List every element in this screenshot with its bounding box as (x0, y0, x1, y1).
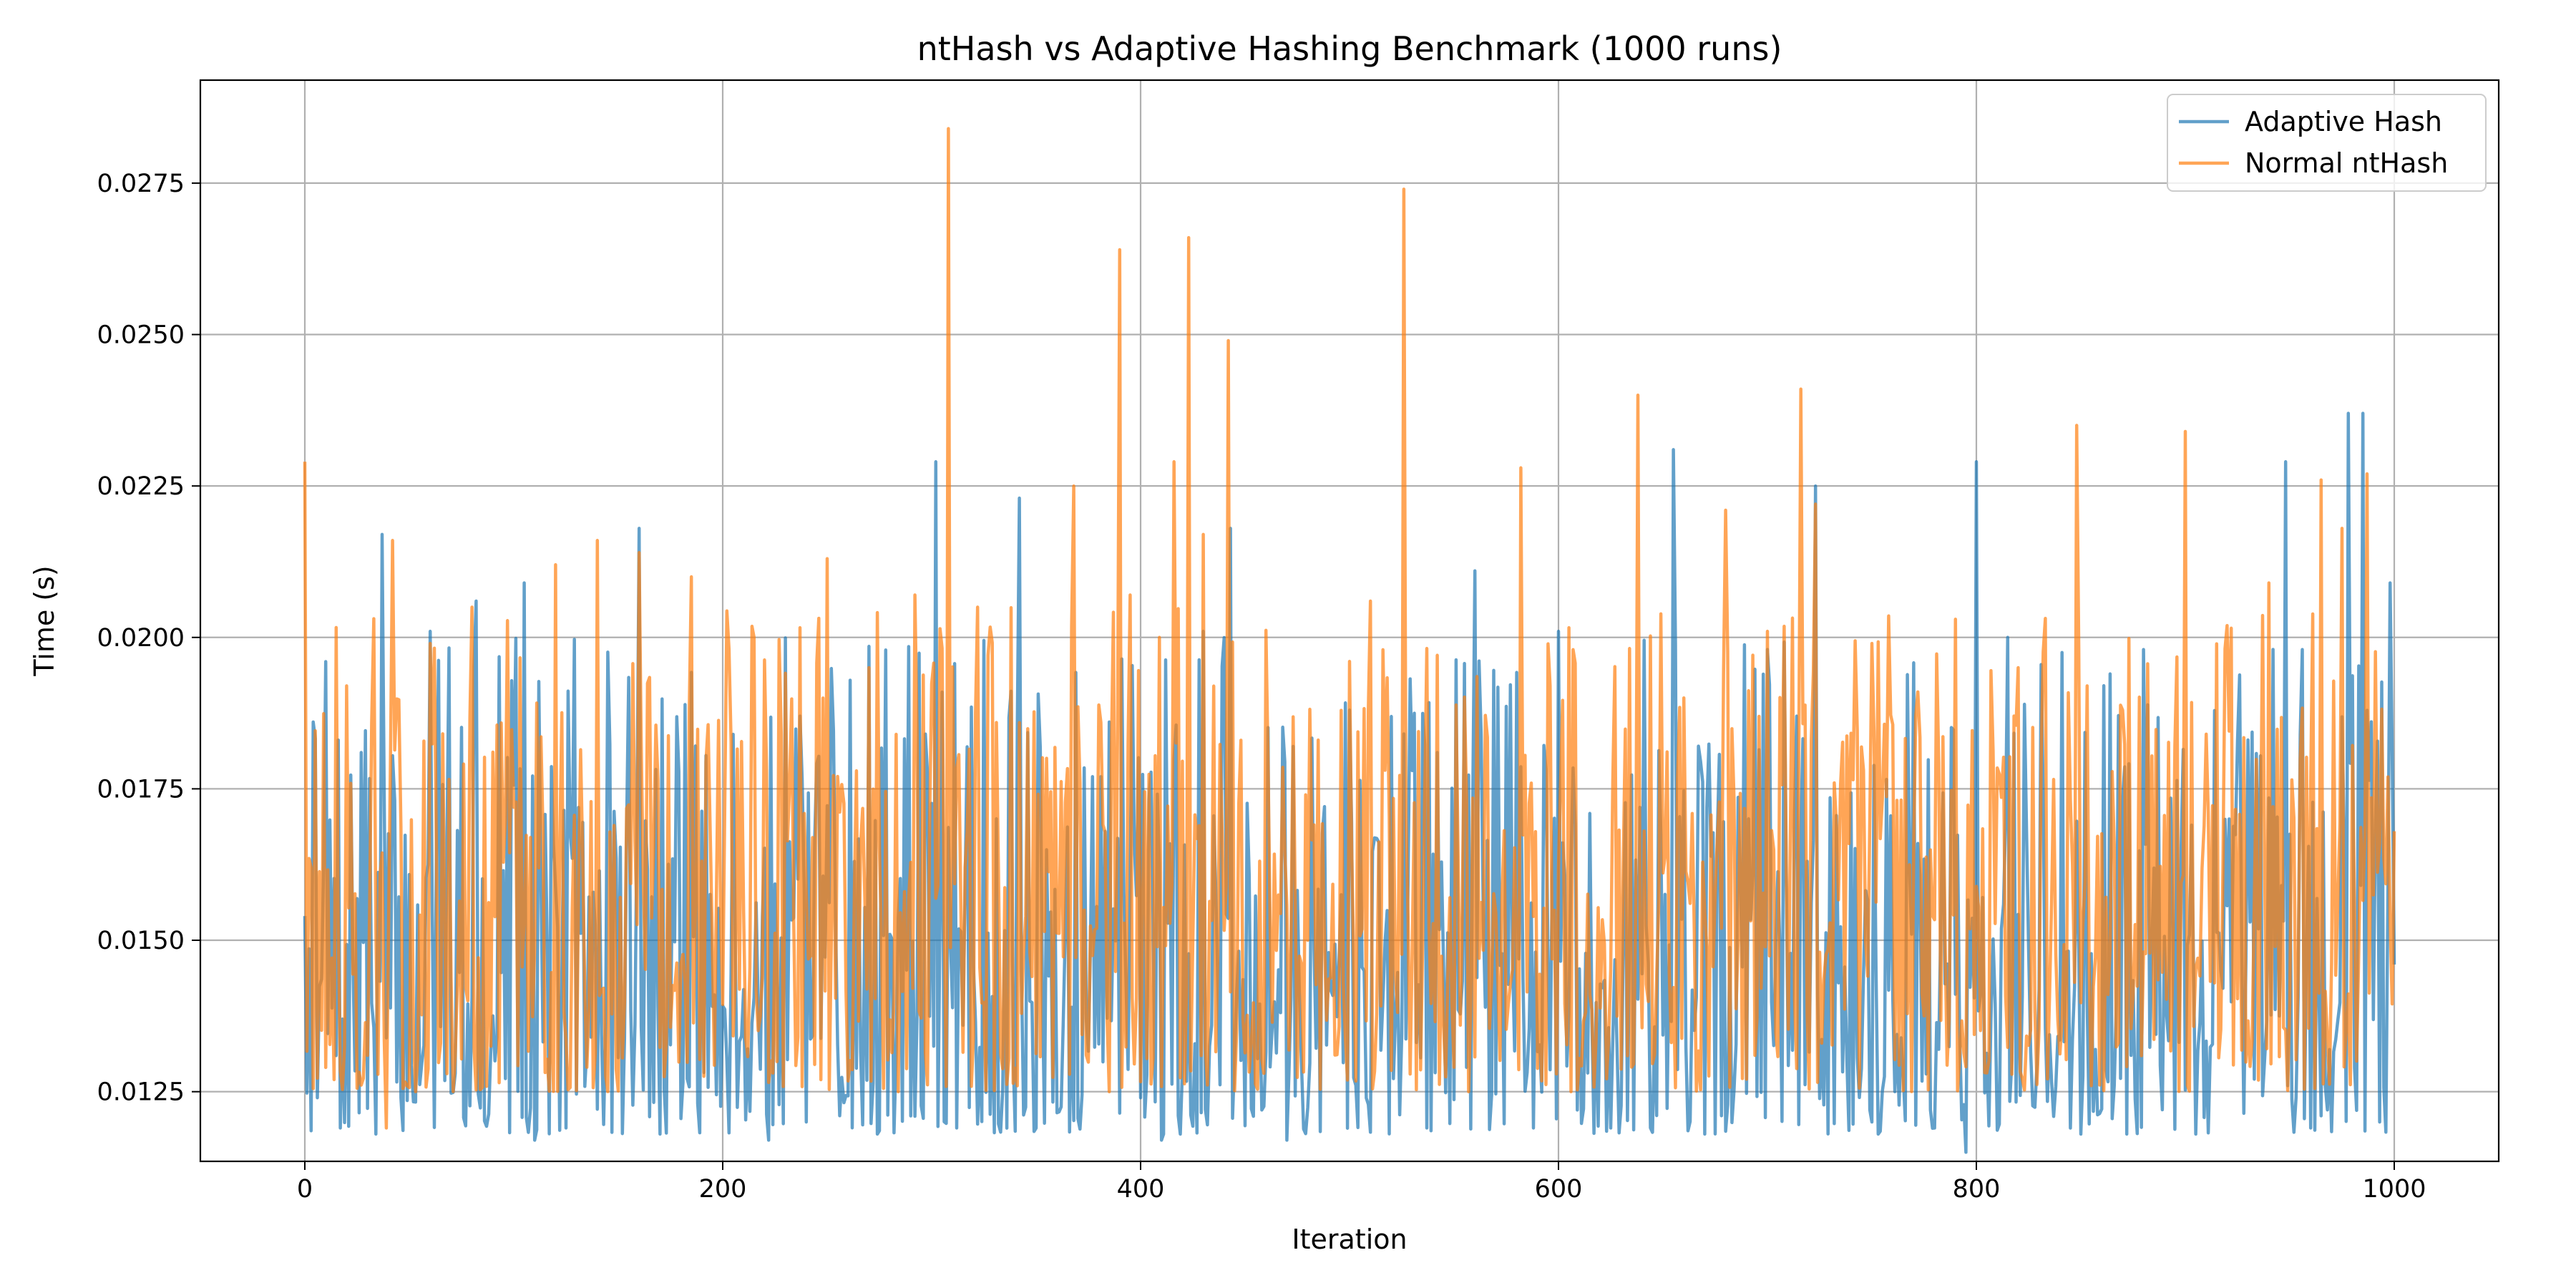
x-tick-label: 0 (297, 1175, 313, 1204)
series-line-normal-nthash (303, 127, 2396, 1130)
x-tick-label: 400 (1117, 1175, 1165, 1204)
x-tick-label: 200 (699, 1175, 747, 1204)
legend: Adaptive Hash Normal ntHash (2167, 94, 2487, 192)
axes-frame (199, 79, 2500, 1163)
y-axis-ticks: 0.0125 0.0150 0.0175 0.0200 0.0225 0.0250 0.02… (97, 170, 200, 1107)
y-tick-label: 0.0150 (97, 927, 185, 955)
legend-box (2167, 94, 2487, 192)
chart-title: ntHash vs Adaptive Hashing Benchmark (10… (917, 29, 1782, 68)
x-axis-ticks: 0 200 400 600 800 1000 (297, 1161, 2426, 1204)
y-tick-label: 0.0200 (97, 624, 185, 653)
plot-area (303, 127, 2396, 1154)
x-tick-label: 800 (1953, 1175, 2001, 1204)
x-tick-label: 600 (1535, 1175, 1583, 1204)
legend-label: Normal ntHash (2245, 147, 2448, 179)
legend-label: Adaptive Hash (2245, 106, 2442, 137)
y-tick-label: 0.0125 (97, 1078, 185, 1107)
x-axis-label: Iteration (1292, 1224, 1407, 1255)
y-tick-label: 0.0275 (97, 170, 185, 198)
y-tick-label: 0.0225 (97, 472, 185, 501)
y-tick-label: 0.0175 (97, 775, 185, 804)
y-axis-label: Time (s) (29, 565, 60, 677)
y-tick-label: 0.0250 (97, 321, 185, 350)
x-tick-label: 1000 (2362, 1175, 2426, 1204)
